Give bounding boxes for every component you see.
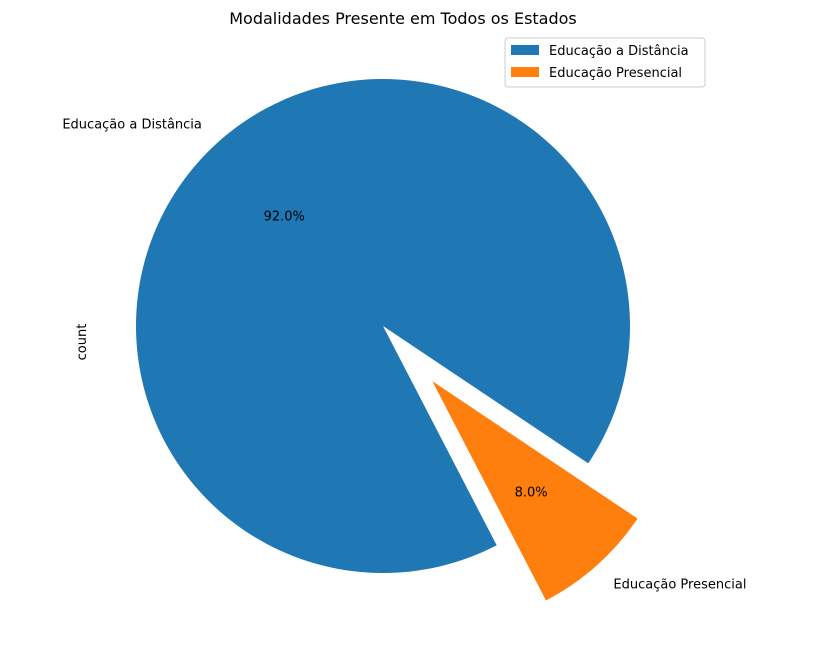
pie-category-label-educacao-a-distancia: Educação a Distância: [62, 117, 202, 132]
legend-frame: [504, 37, 706, 88]
pie-slice-educacao-a-distancia: [136, 79, 631, 574]
legend-swatch-educacao-a-distancia: [511, 45, 539, 55]
pie-slice-educacao-presencial: [432, 381, 638, 601]
legend-label-educacao-presencial: Educação Presencial: [549, 66, 682, 81]
legend-swatch-educacao-presencial: [511, 67, 539, 77]
legend-label-educacao-a-distancia: Educação a Distância: [549, 44, 689, 59]
pie-labels: 92.0% Educação a Distância 8.0% Educação Pr…: [62, 117, 746, 592]
pie-percent-label-educacao-a-distancia: 92.0%: [264, 210, 305, 225]
pie-percent-label-educacao-presencial: 8.0%: [515, 486, 548, 501]
pie-category-label-educacao-presencial: Educação Presencial: [613, 578, 746, 593]
pie-slices: [136, 79, 638, 601]
legend: Educação a Distância Educação Presencial: [504, 37, 706, 88]
y-axis-label: count: [75, 324, 90, 361]
chart-title: Modalidades Presente em Todos os Estados: [229, 9, 577, 28]
